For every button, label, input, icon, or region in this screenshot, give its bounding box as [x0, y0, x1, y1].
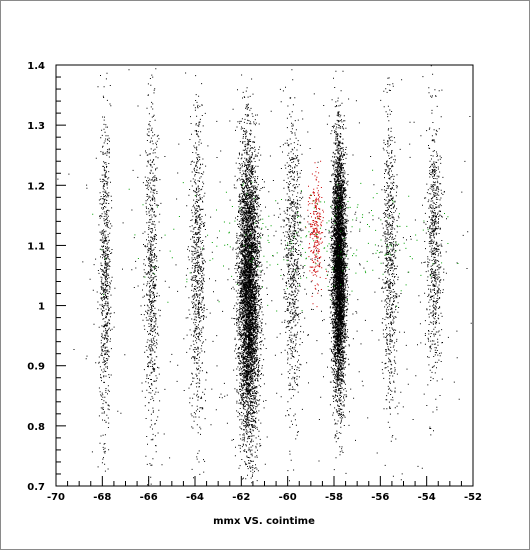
y-tick-label: 1.3	[27, 121, 45, 132]
x-tick-label: -52	[464, 492, 482, 503]
x-tick-label: -58	[325, 492, 343, 503]
tick-labels: -70 -68 -66 -64 -62 -60 -58 -56 -54 -52 0.7 0.8 0.9 1…	[27, 61, 482, 503]
x-tick-label: -54	[418, 492, 436, 503]
y-tick-label: 1.1	[27, 241, 45, 252]
x-axis-title: mmx VS. cointime	[213, 516, 315, 527]
data-points	[57, 65, 472, 486]
x-tick-label: -70	[47, 492, 65, 503]
y-tick-label: 1.2	[27, 181, 45, 192]
x-tick-label: -60	[279, 492, 297, 503]
y-tick-label: 0.7	[27, 482, 45, 493]
x-tick-label: -56	[371, 492, 389, 503]
scatter-points	[57, 65, 472, 486]
x-tick-label: -64	[186, 492, 204, 503]
scatter-points	[92, 169, 459, 312]
y-tick-label: 0.9	[27, 362, 45, 373]
y-tick-label: 1.4	[27, 61, 45, 72]
scatter-series-2	[92, 169, 459, 312]
y-tick-label: 1	[38, 302, 45, 313]
plot-area-border	[55, 64, 474, 487]
x-tick-label: -66	[140, 492, 158, 503]
x-tick-label: -68	[93, 492, 111, 503]
axis-ticks	[55, 64, 474, 487]
x-tick-label: -62	[232, 492, 250, 503]
scatter-series-0	[57, 65, 472, 486]
y-tick-label: 0.8	[27, 422, 45, 433]
